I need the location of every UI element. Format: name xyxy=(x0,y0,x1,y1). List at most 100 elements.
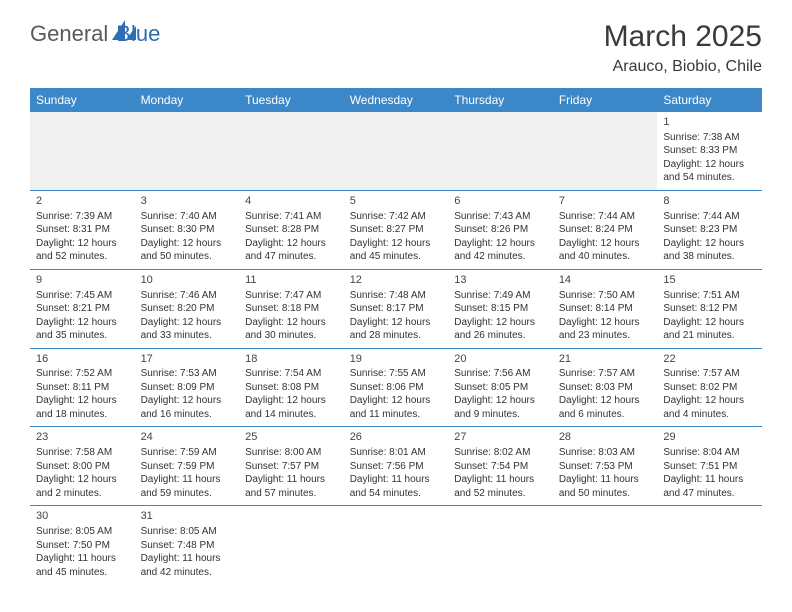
cell-sunrise: Sunrise: 7:47 AM xyxy=(245,289,338,303)
cell-sunset: Sunset: 8:18 PM xyxy=(245,302,338,316)
calendar-cell: 7Sunrise: 7:44 AMSunset: 8:24 PMDaylight… xyxy=(553,190,658,269)
cell-sunrise: Sunrise: 7:57 AM xyxy=(663,367,756,381)
calendar-cell xyxy=(239,506,344,584)
cell-sunrise: Sunrise: 7:39 AM xyxy=(36,210,129,224)
title-block: March 2025 Arauco, Biobio, Chile xyxy=(604,20,762,76)
cell-day1: Daylight: 12 hours xyxy=(141,316,234,330)
cell-day1: Daylight: 11 hours xyxy=(245,473,338,487)
cell-day2: and 54 minutes. xyxy=(663,171,756,185)
day-number: 22 xyxy=(663,352,756,367)
calendar-week: 23Sunrise: 7:58 AMSunset: 8:00 PMDayligh… xyxy=(30,427,762,506)
day-header: Thursday xyxy=(448,88,553,112)
calendar-cell: 22Sunrise: 7:57 AMSunset: 8:02 PMDayligh… xyxy=(657,348,762,427)
cell-day2: and 50 minutes. xyxy=(559,487,652,501)
calendar-cell xyxy=(657,506,762,584)
cell-sunset: Sunset: 8:26 PM xyxy=(454,223,547,237)
cell-sunset: Sunset: 8:23 PM xyxy=(663,223,756,237)
day-number: 26 xyxy=(350,430,443,445)
day-number: 24 xyxy=(141,430,234,445)
calendar-cell: 30Sunrise: 8:05 AMSunset: 7:50 PMDayligh… xyxy=(30,506,135,584)
cell-sunrise: Sunrise: 7:57 AM xyxy=(559,367,652,381)
cell-day1: Daylight: 11 hours xyxy=(141,552,234,566)
calendar-cell: 3Sunrise: 7:40 AMSunset: 8:30 PMDaylight… xyxy=(135,190,240,269)
day-number: 11 xyxy=(245,273,338,288)
day-number: 2 xyxy=(36,194,129,209)
cell-sunset: Sunset: 8:03 PM xyxy=(559,381,652,395)
cell-day1: Daylight: 12 hours xyxy=(559,394,652,408)
cell-sunset: Sunset: 7:54 PM xyxy=(454,460,547,474)
cell-day2: and 42 minutes. xyxy=(141,566,234,580)
day-number: 3 xyxy=(141,194,234,209)
cell-day2: and 47 minutes. xyxy=(663,487,756,501)
cell-sunset: Sunset: 7:51 PM xyxy=(663,460,756,474)
location-text: Arauco, Biobio, Chile xyxy=(604,58,762,76)
calendar-week: 30Sunrise: 8:05 AMSunset: 7:50 PMDayligh… xyxy=(30,506,762,584)
cell-day2: and 59 minutes. xyxy=(141,487,234,501)
day-header: Wednesday xyxy=(344,88,449,112)
day-number: 30 xyxy=(36,509,129,524)
cell-sunrise: Sunrise: 8:04 AM xyxy=(663,446,756,460)
calendar-cell: 2Sunrise: 7:39 AMSunset: 8:31 PMDaylight… xyxy=(30,190,135,269)
cell-day2: and 54 minutes. xyxy=(350,487,443,501)
day-header: Friday xyxy=(553,88,658,112)
cell-day1: Daylight: 11 hours xyxy=(36,552,129,566)
cell-sunrise: Sunrise: 8:03 AM xyxy=(559,446,652,460)
calendar-cell: 26Sunrise: 8:01 AMSunset: 7:56 PMDayligh… xyxy=(344,427,449,506)
cell-day1: Daylight: 11 hours xyxy=(454,473,547,487)
day-number: 12 xyxy=(350,273,443,288)
cell-sunset: Sunset: 8:31 PM xyxy=(36,223,129,237)
cell-sunrise: Sunrise: 7:41 AM xyxy=(245,210,338,224)
cell-day1: Daylight: 12 hours xyxy=(559,316,652,330)
cell-day2: and 2 minutes. xyxy=(36,487,129,501)
day-header: Tuesday xyxy=(239,88,344,112)
calendar-cell: 20Sunrise: 7:56 AMSunset: 8:05 PMDayligh… xyxy=(448,348,553,427)
cell-sunset: Sunset: 7:50 PM xyxy=(36,539,129,553)
cell-sunset: Sunset: 8:14 PM xyxy=(559,302,652,316)
cell-sunrise: Sunrise: 7:50 AM xyxy=(559,289,652,303)
cell-day1: Daylight: 12 hours xyxy=(141,237,234,251)
cell-sunset: Sunset: 8:24 PM xyxy=(559,223,652,237)
cell-day1: Daylight: 12 hours xyxy=(36,237,129,251)
cell-day2: and 30 minutes. xyxy=(245,329,338,343)
cell-sunset: Sunset: 8:12 PM xyxy=(663,302,756,316)
logo-text-general: General xyxy=(30,21,108,47)
cell-day2: and 23 minutes. xyxy=(559,329,652,343)
calendar-cell xyxy=(135,112,240,190)
cell-sunset: Sunset: 8:05 PM xyxy=(454,381,547,395)
day-header: Saturday xyxy=(657,88,762,112)
cell-sunrise: Sunrise: 7:42 AM xyxy=(350,210,443,224)
cell-sunset: Sunset: 8:11 PM xyxy=(36,381,129,395)
cell-sunset: Sunset: 8:33 PM xyxy=(663,144,756,158)
calendar-cell: 27Sunrise: 8:02 AMSunset: 7:54 PMDayligh… xyxy=(448,427,553,506)
cell-day1: Daylight: 12 hours xyxy=(245,316,338,330)
cell-day2: and 6 minutes. xyxy=(559,408,652,422)
day-number: 23 xyxy=(36,430,129,445)
cell-sunrise: Sunrise: 7:53 AM xyxy=(141,367,234,381)
cell-sunset: Sunset: 7:53 PM xyxy=(559,460,652,474)
calendar-cell: 11Sunrise: 7:47 AMSunset: 8:18 PMDayligh… xyxy=(239,269,344,348)
calendar-week: 1Sunrise: 7:38 AMSunset: 8:33 PMDaylight… xyxy=(30,112,762,190)
calendar-cell: 24Sunrise: 7:59 AMSunset: 7:59 PMDayligh… xyxy=(135,427,240,506)
cell-sunrise: Sunrise: 7:54 AM xyxy=(245,367,338,381)
day-number: 15 xyxy=(663,273,756,288)
calendar-cell: 18Sunrise: 7:54 AMSunset: 8:08 PMDayligh… xyxy=(239,348,344,427)
cell-day1: Daylight: 12 hours xyxy=(454,237,547,251)
cell-sunset: Sunset: 8:08 PM xyxy=(245,381,338,395)
cell-sunrise: Sunrise: 8:01 AM xyxy=(350,446,443,460)
cell-day1: Daylight: 12 hours xyxy=(663,316,756,330)
cell-sunset: Sunset: 8:09 PM xyxy=(141,381,234,395)
calendar-cell: 6Sunrise: 7:43 AMSunset: 8:26 PMDaylight… xyxy=(448,190,553,269)
calendar-cell xyxy=(30,112,135,190)
cell-day1: Daylight: 11 hours xyxy=(663,473,756,487)
cell-sunset: Sunset: 7:56 PM xyxy=(350,460,443,474)
calendar-cell: 31Sunrise: 8:05 AMSunset: 7:48 PMDayligh… xyxy=(135,506,240,584)
calendar-cell: 29Sunrise: 8:04 AMSunset: 7:51 PMDayligh… xyxy=(657,427,762,506)
day-number: 4 xyxy=(245,194,338,209)
cell-day1: Daylight: 12 hours xyxy=(36,316,129,330)
cell-day2: and 26 minutes. xyxy=(454,329,547,343)
calendar-head: SundayMondayTuesdayWednesdayThursdayFrid… xyxy=(30,88,762,112)
day-header: Sunday xyxy=(30,88,135,112)
cell-day2: and 57 minutes. xyxy=(245,487,338,501)
cell-day1: Daylight: 12 hours xyxy=(36,394,129,408)
calendar-cell: 19Sunrise: 7:55 AMSunset: 8:06 PMDayligh… xyxy=(344,348,449,427)
